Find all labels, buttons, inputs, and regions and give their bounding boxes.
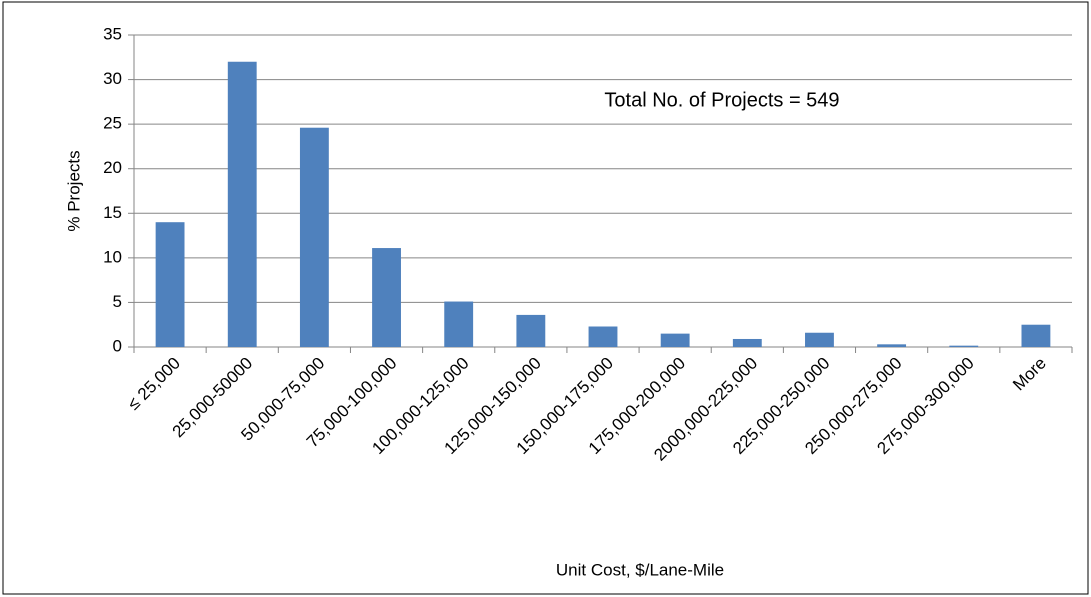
bar bbox=[732, 338, 762, 347]
bar bbox=[299, 127, 329, 347]
y-tick-label: 5 bbox=[113, 292, 122, 311]
annotation: Total No. of Projects = 549 bbox=[604, 89, 839, 111]
y-tick-label: 10 bbox=[103, 247, 122, 266]
y-tick-label: 0 bbox=[113, 336, 122, 355]
y-tick-label: 25 bbox=[103, 114, 122, 133]
y-axis-label: % Projects bbox=[64, 150, 83, 231]
y-tick-label: 35 bbox=[103, 24, 122, 43]
bar bbox=[805, 332, 834, 347]
bar bbox=[877, 344, 907, 347]
bar bbox=[1021, 324, 1051, 347]
bar bbox=[372, 248, 401, 347]
x-axis-label: Unit Cost, $/Lane-Mile bbox=[556, 560, 724, 579]
bar bbox=[516, 314, 546, 347]
y-tick-label: 30 bbox=[103, 69, 122, 88]
bar bbox=[227, 61, 257, 347]
bar bbox=[155, 222, 185, 347]
bar bbox=[660, 333, 690, 347]
bar bbox=[949, 345, 979, 347]
bar bbox=[588, 326, 618, 347]
y-tick-label: 15 bbox=[103, 203, 122, 222]
bar bbox=[444, 301, 474, 347]
y-tick-label: 20 bbox=[103, 158, 122, 177]
